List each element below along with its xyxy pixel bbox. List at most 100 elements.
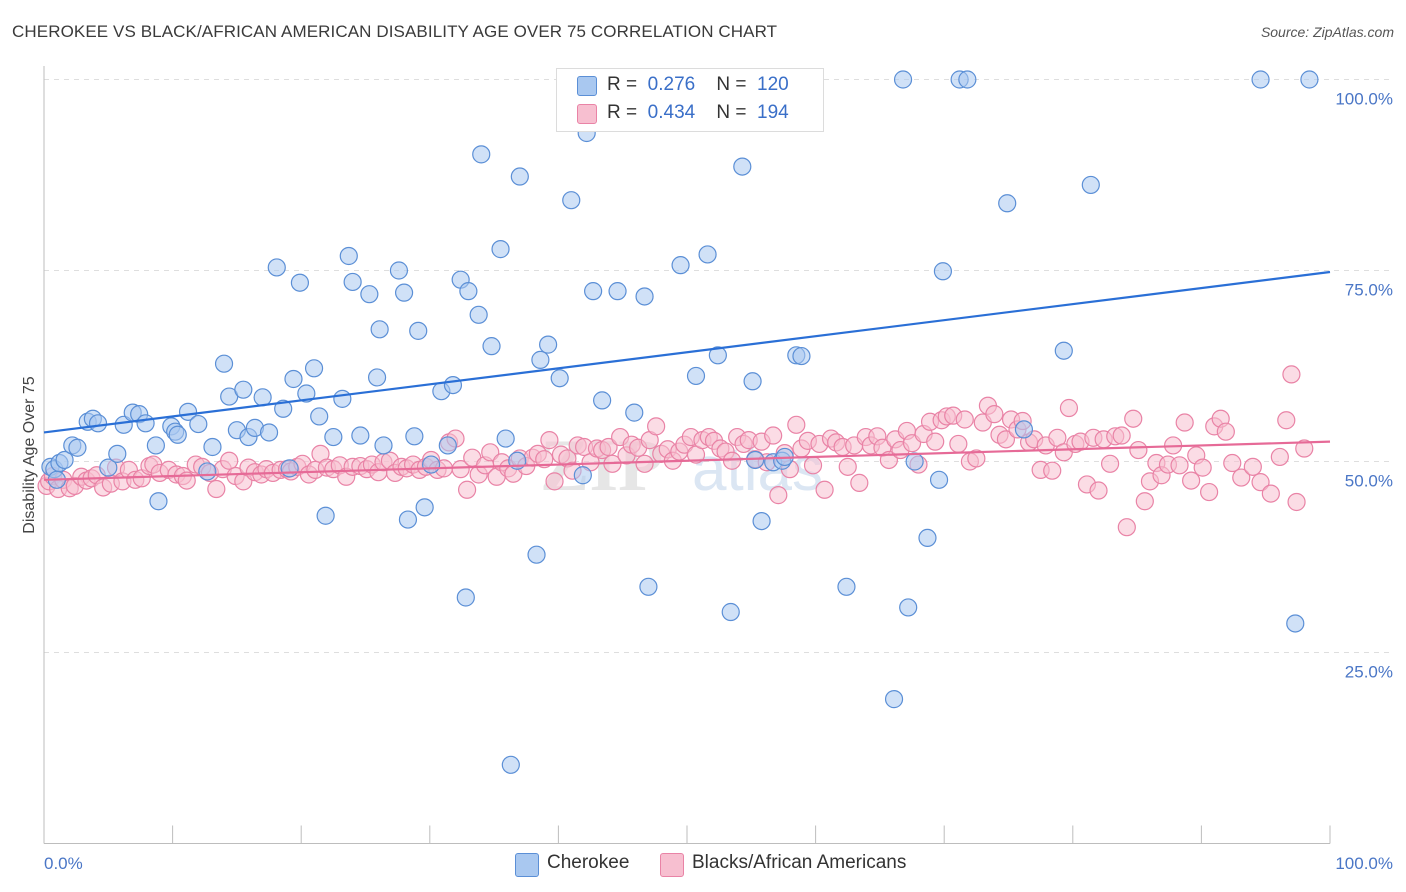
point-cherokee	[899, 598, 918, 617]
bottom-legend-label-cherokee: Cherokee	[547, 852, 630, 873]
point-blacks	[481, 443, 500, 462]
point-blacks	[1282, 365, 1301, 384]
point-blacks	[955, 410, 974, 429]
point-blacks	[1270, 447, 1289, 467]
point-cherokee	[438, 436, 457, 455]
point-cherokee	[1286, 614, 1305, 633]
point-cherokee	[1081, 175, 1100, 195]
point-cherokee	[259, 423, 279, 442]
point-cherokee	[671, 256, 690, 275]
point-cherokee	[893, 70, 913, 89]
point-blacks	[926, 432, 945, 451]
point-cherokee	[635, 287, 654, 306]
point-cherokee	[491, 240, 510, 259]
point-cherokee	[405, 427, 424, 446]
axes	[43, 66, 1331, 844]
y-axis-label: Disability Age Over 75	[21, 376, 38, 534]
point-cherokee	[550, 369, 569, 388]
legend-n-value: 194	[757, 102, 789, 123]
point-blacks	[599, 437, 618, 457]
legend-n-label: N =	[716, 102, 747, 123]
point-cherokee	[608, 282, 627, 301]
point-cherokee	[394, 283, 414, 302]
source-label: Source: ZipAtlas.com	[1260, 24, 1394, 40]
point-cherokee	[958, 70, 977, 89]
point-blacks	[457, 480, 477, 499]
point-blacks	[1135, 492, 1154, 511]
point-cherokee	[234, 380, 253, 399]
point-blacks	[769, 486, 788, 505]
point-cherokee	[274, 399, 293, 418]
point-cherokee	[310, 407, 329, 426]
point-cherokee	[304, 359, 324, 378]
bottom-legend-swatch-blacks	[660, 853, 684, 877]
point-cherokee	[752, 511, 771, 531]
point-blacks	[1100, 454, 1120, 473]
point-blacks	[535, 450, 554, 469]
point-cherokee	[469, 305, 488, 324]
point-blacks	[850, 473, 869, 492]
point-cherokee	[68, 438, 87, 457]
point-cherokee	[99, 458, 118, 477]
legend-r-value: 0.276	[647, 74, 696, 95]
point-cherokee	[456, 588, 475, 607]
legend-n-value: 120	[757, 74, 789, 95]
point-blacks	[1129, 440, 1148, 460]
point-blacks	[1243, 457, 1262, 476]
point-cherokee	[459, 282, 478, 301]
point-blacks	[647, 417, 666, 436]
point-cherokee	[1300, 70, 1319, 89]
chart-title: CHEROKEE VS BLACK/AFRICAN AMERICAN DISAB…	[12, 22, 778, 41]
point-blacks	[1261, 484, 1280, 503]
point-blacks	[1216, 422, 1235, 441]
point-blacks	[451, 460, 470, 479]
point-cherokee	[721, 602, 740, 622]
grid-lines	[44, 79, 1390, 653]
point-blacks	[1089, 481, 1108, 500]
point-blacks	[787, 415, 806, 434]
point-cherokee	[421, 455, 441, 474]
y-tick-label: 50.0%	[1345, 472, 1393, 491]
point-blacks	[1059, 398, 1079, 418]
legend-r-label: R =	[607, 102, 638, 123]
point-blacks	[722, 451, 742, 470]
point-blacks	[207, 479, 226, 499]
point-cherokee	[884, 690, 904, 709]
point-blacks	[1295, 439, 1314, 458]
point-blacks	[996, 430, 1016, 449]
point-cherokee	[374, 436, 393, 455]
point-cherokee	[203, 437, 222, 457]
legend-r-value: 0.434	[647, 102, 696, 123]
y-tick-label: 100.0%	[1335, 90, 1393, 109]
point-cherokee	[370, 320, 389, 339]
point-cherokee	[527, 545, 546, 564]
point-cherokee	[280, 459, 299, 478]
point-cherokee	[389, 261, 409, 280]
point-blacks	[1175, 413, 1194, 432]
point-cherokee	[168, 425, 187, 444]
point-cherokee	[743, 372, 762, 391]
bottom-legend-label-blacks: Blacks/African Americans	[692, 852, 907, 873]
point-cherokee	[918, 528, 937, 548]
point-blacks	[545, 472, 564, 491]
point-blacks	[1117, 518, 1136, 537]
point-blacks	[1287, 492, 1306, 512]
trend-lines	[43, 270, 1331, 481]
point-cherokee	[253, 388, 272, 407]
point-cherokee	[333, 389, 352, 408]
point-cherokee	[360, 285, 379, 304]
x-tick-labels: 0.0% 100.0%	[44, 854, 1393, 873]
bottom-legend-swatch-cherokee	[515, 853, 539, 877]
point-cherokee	[367, 368, 387, 387]
point-cherokee	[792, 346, 811, 366]
point-cherokee	[189, 414, 208, 434]
point-cherokee	[573, 466, 592, 485]
point-blacks	[1223, 453, 1242, 473]
point-cherokee	[998, 194, 1017, 213]
point-cherokee	[698, 245, 717, 264]
point-blacks	[1251, 473, 1270, 492]
point-cherokee	[708, 346, 727, 365]
point-cherokee	[443, 376, 463, 395]
point-cherokee	[284, 369, 303, 389]
point-blacks	[985, 405, 1004, 424]
